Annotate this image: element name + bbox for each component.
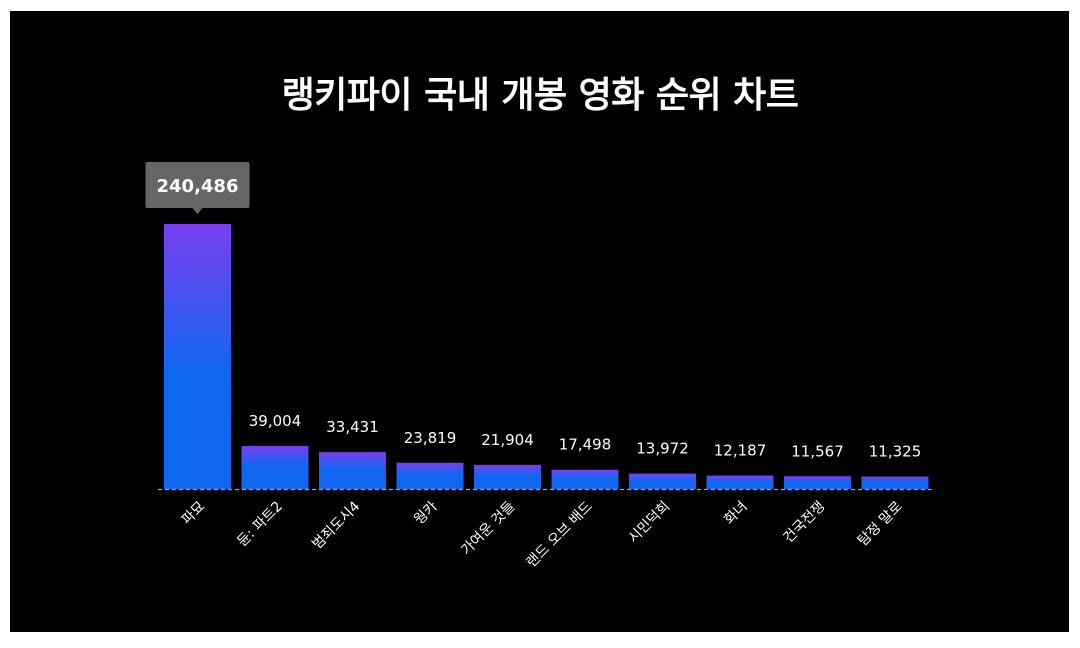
- category-label: 랜드 오브 배드: [524, 498, 596, 570]
- category-label: 듄: 파트2: [234, 499, 285, 550]
- category-label: 탐정 말로: [855, 498, 906, 549]
- bar[interactable]: [241, 446, 309, 489]
- category-label: 범죄도시4: [309, 498, 363, 552]
- bar[interactable]: [784, 476, 851, 489]
- bar[interactable]: [706, 475, 774, 489]
- category-label: 화녀: [721, 499, 751, 529]
- value-tooltip: [145, 162, 250, 208]
- bar[interactable]: [474, 464, 541, 489]
- bar-value-label: 39,004: [249, 412, 302, 430]
- bar-value-label: 12,187: [714, 442, 767, 460]
- category-label: 시민덕희: [626, 499, 674, 547]
- bar[interactable]: [629, 473, 696, 489]
- bar-value-label: 21,904: [481, 431, 534, 449]
- bar-value-label: 11,567: [791, 442, 844, 460]
- category-label: 파묘: [179, 498, 209, 528]
- bar[interactable]: [551, 469, 619, 489]
- category-label: 웡카: [411, 498, 441, 528]
- bar-value-label: 23,819: [404, 429, 457, 447]
- chart-title: 랭키파이 국내 개봉 영화 순위 차트: [281, 75, 799, 116]
- bar-value-label: 17,498: [559, 436, 612, 454]
- bar-value-label: 240,486: [157, 176, 239, 197]
- bar-value-label: 13,972: [636, 440, 689, 458]
- bar[interactable]: [319, 452, 386, 489]
- tooltip-pointer: [192, 208, 203, 214]
- bar-value-label: 33,431: [326, 418, 379, 436]
- category-label: 가여운 것들: [458, 498, 518, 558]
- bar[interactable]: [164, 224, 231, 489]
- bar[interactable]: [861, 476, 929, 489]
- category-label: 건국전쟁: [781, 499, 829, 547]
- bar-value-label: 11,325: [869, 443, 922, 461]
- bar[interactable]: [396, 462, 464, 489]
